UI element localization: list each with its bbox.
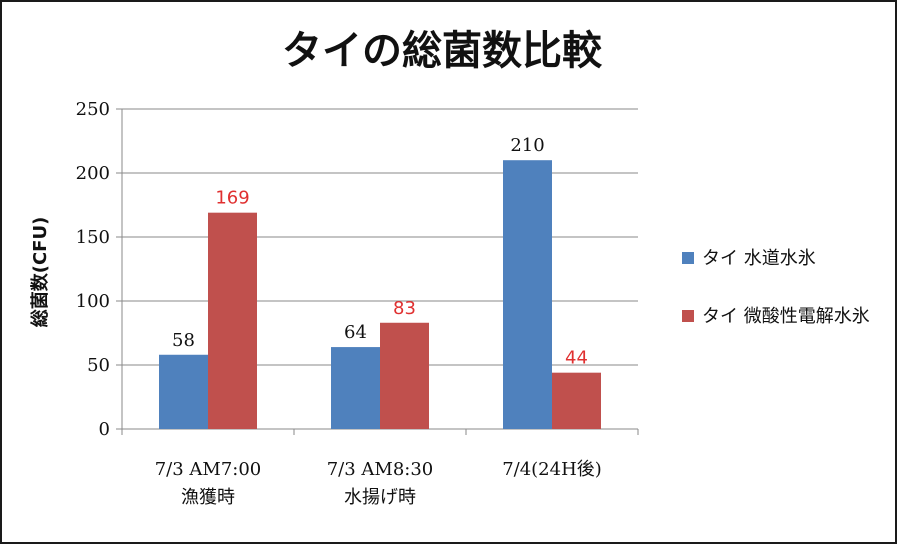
y-tick-label: 200 — [76, 163, 110, 184]
x-tick-label: 漁獲時 — [181, 487, 235, 508]
legend-entry: タイ 微酸性電解水氷 — [702, 306, 870, 327]
bar — [208, 212, 257, 429]
y-tick-label: 250 — [76, 99, 110, 120]
x-tick-labels: 7/3 AM7:00 漁獲時 7/3 AM8:30 水揚げ時 7/4(24H後) — [155, 459, 602, 508]
bar — [331, 347, 380, 429]
bar — [552, 372, 601, 429]
data-label: 210 — [510, 135, 544, 156]
y-tick-label: 150 — [76, 227, 110, 248]
data-labels: 58 169 64 83 210 44 — [172, 135, 588, 368]
x-tick-label: 7/3 AM7:00 — [155, 459, 262, 480]
y-tick-label: 50 — [87, 355, 110, 376]
bars — [159, 160, 601, 429]
data-label: 58 — [172, 330, 195, 351]
data-label: 83 — [393, 298, 416, 319]
legend-swatch — [682, 310, 694, 322]
chart-title: タイの総菌数比較 — [282, 28, 603, 74]
y-axis-label: 総菌数(CFU) — [29, 217, 51, 328]
y-tick-labels: 0 50 100 150 200 250 — [76, 99, 110, 440]
data-label: 44 — [565, 348, 588, 369]
y-tick-label: 100 — [76, 291, 110, 312]
x-tick-label: 7/3 AM8:30 — [327, 459, 434, 480]
y-tick-label: 0 — [99, 419, 110, 440]
data-label: 64 — [344, 322, 367, 343]
x-tick-label: 水揚げ時 — [344, 487, 416, 508]
bar — [380, 322, 429, 429]
data-label: 169 — [215, 188, 249, 209]
bar — [503, 160, 552, 429]
legend-swatch — [682, 252, 694, 264]
legend-entry: タイ 水道水氷 — [702, 248, 816, 269]
bar — [159, 354, 208, 429]
x-tick-label: 7/4(24H後) — [502, 459, 602, 480]
